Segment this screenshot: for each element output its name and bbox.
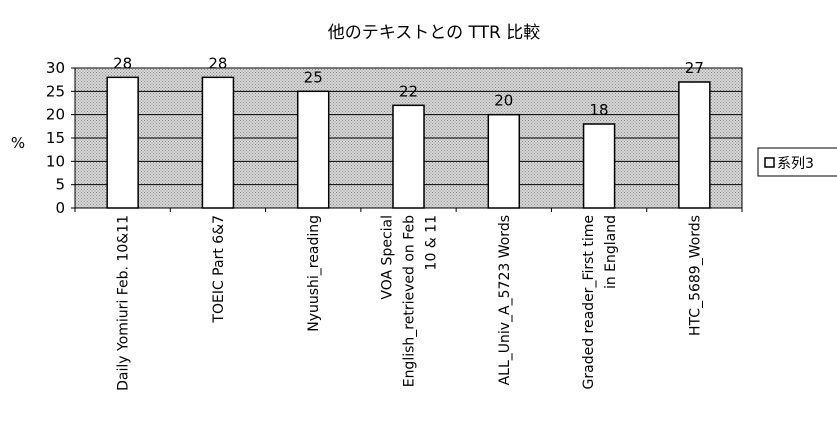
bar — [678, 81, 711, 209]
x-category-label: TOEIC Part 6&7 — [211, 215, 227, 324]
data-label: 20 — [494, 92, 513, 110]
y-tick-label: 0 — [55, 199, 65, 217]
legend-label: 系列3 — [777, 156, 814, 172]
data-label: 25 — [304, 68, 323, 86]
x-category-label: HTC_5689_Words — [687, 215, 703, 336]
data-label: 28 — [113, 54, 132, 72]
y-tick-label: 30 — [46, 59, 65, 77]
bar — [296, 90, 330, 209]
plot-area: 0 5 10 15 20 25 30 28 Daily Yomiuri Feb. 10&11 28… — [46, 54, 743, 391]
y-tick-label: 20 — [46, 106, 65, 124]
data-label: 18 — [590, 101, 609, 119]
y-axis-label: % — [11, 134, 25, 152]
legend: 系列3 — [757, 147, 837, 177]
x-category-label: 10 & 11 — [424, 215, 440, 270]
chart-title: 他のテキストとの TTR 比較 — [328, 23, 540, 43]
x-category-label: English_retrieved on Feb — [402, 215, 418, 387]
x-category-label: in England — [603, 215, 619, 289]
bar — [106, 76, 139, 209]
y-tick-label: 15 — [46, 129, 65, 147]
y-tick-label: 25 — [46, 82, 65, 100]
bar — [201, 76, 235, 209]
legend-swatch — [764, 157, 775, 168]
bar — [582, 123, 616, 209]
x-category-label: VOA Special — [380, 215, 396, 300]
data-label: 22 — [399, 82, 418, 100]
y-tick-label: 10 — [46, 152, 65, 170]
x-category-label: Graded reader_First time — [581, 215, 597, 389]
bar — [487, 113, 521, 209]
x-category-label: Daily Yomiuri Feb. 10&11 — [116, 215, 132, 391]
x-category-label: Nyuushi_reading — [306, 215, 322, 332]
y-tick-label: 5 — [55, 176, 65, 194]
bar — [392, 104, 425, 209]
data-label: 28 — [208, 54, 227, 72]
x-category-label: ALL_Univ_A_5723 Words — [497, 215, 513, 385]
data-label: 27 — [685, 59, 704, 77]
